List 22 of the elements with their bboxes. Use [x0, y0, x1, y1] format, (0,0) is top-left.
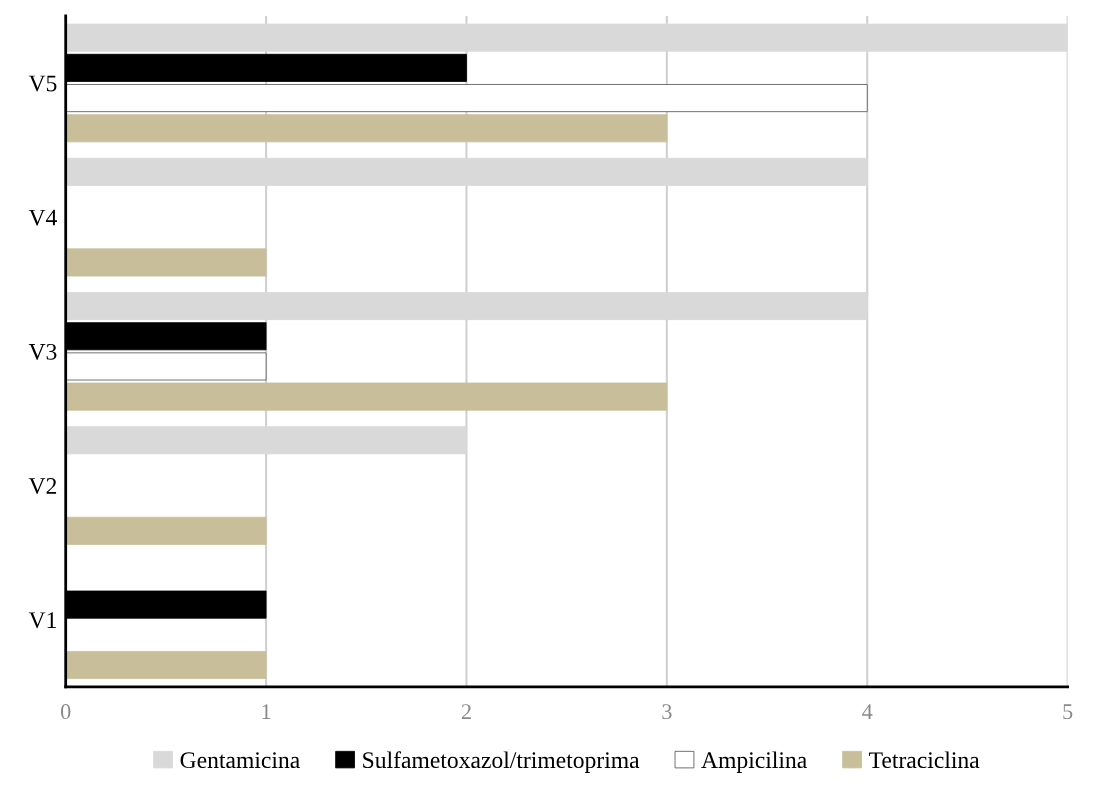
y-tick-label: V5: [28, 75, 57, 92]
bar: [65, 516, 267, 545]
x-tick-label: 3: [662, 704, 672, 720]
y-tick-label: V4: [28, 209, 57, 226]
bar: [65, 352, 267, 381]
x-tick-label: 5: [1063, 704, 1073, 720]
legend-label: Ampicilina: [701, 751, 807, 773]
x-tick-label: 2: [461, 704, 471, 719]
bar: [65, 114, 668, 143]
legend-label: Gentamicina: [180, 752, 300, 769]
x-tick-label: 4: [862, 704, 873, 719]
y-tick-label: V3: [28, 343, 57, 360]
legend-label: Sulfametoxazol/trimetoprima: [363, 751, 640, 773]
x-tick-label: 0: [60, 704, 71, 720]
bar: [65, 84, 868, 113]
y-tick-label: V2: [28, 478, 57, 495]
y-tick-label: V1: [28, 612, 56, 629]
bar: [65, 248, 267, 277]
x-tick-label: 1: [262, 704, 271, 719]
legend-label: Tetraciclina: [869, 751, 980, 769]
bar: [65, 382, 668, 411]
bar: [65, 651, 267, 680]
